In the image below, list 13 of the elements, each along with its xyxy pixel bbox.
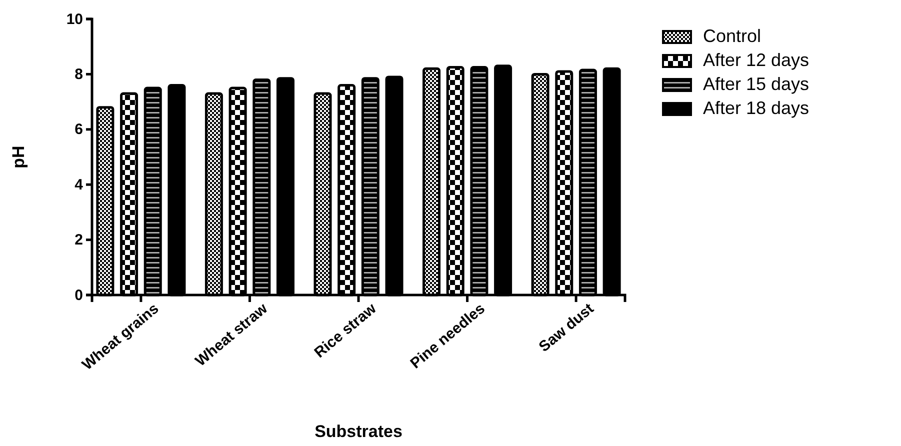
x-axis-title: Substrates [314,422,402,441]
legend-label: After 12 days [703,50,810,70]
y-tick-label: 2 [74,232,83,249]
y-tick-label: 4 [74,176,84,194]
y-tick-label: 10 [66,10,83,28]
legend-label: After 18 days [703,98,810,118]
x-tick-label: Saw dust [536,300,598,356]
y-tick-label: 6 [74,121,83,138]
legend-label: Control [703,26,762,46]
y-tick-label: 0 [74,286,83,304]
y-axis-title: pH [9,146,28,168]
y-tick-label: 8 [74,66,83,83]
legend-label: After 15 days [703,74,810,94]
